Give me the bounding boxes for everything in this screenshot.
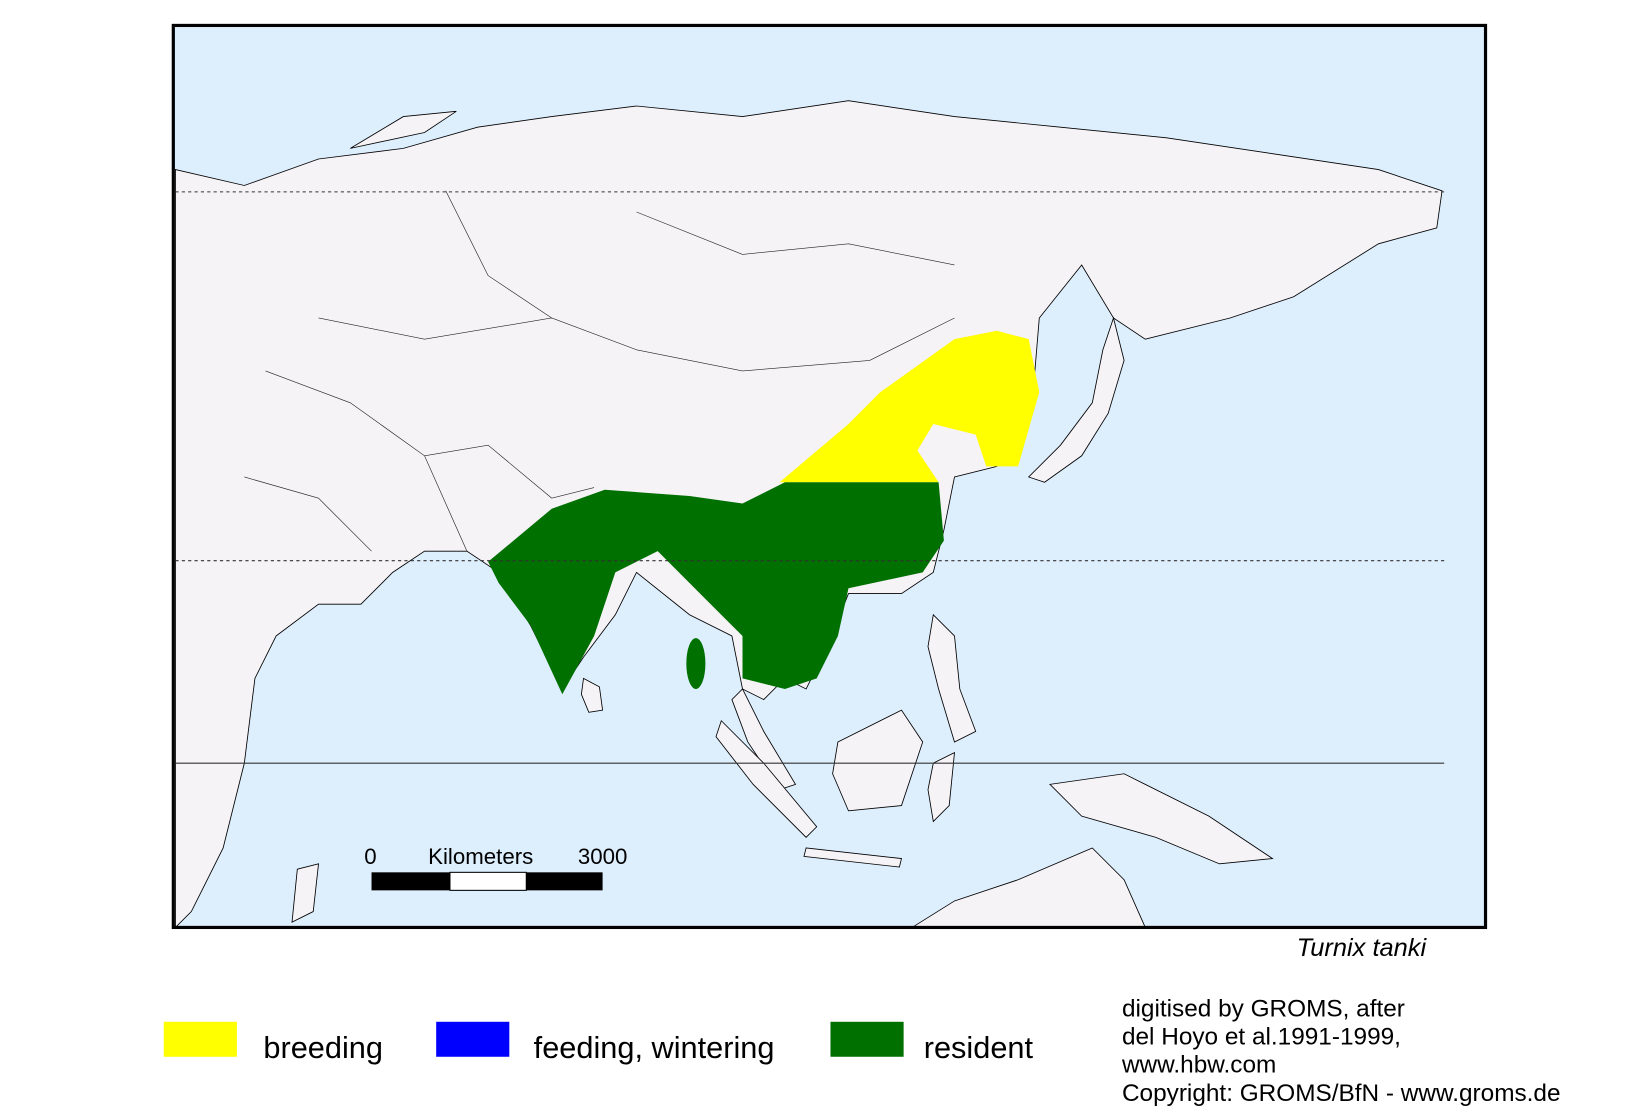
scale-segment [526, 872, 603, 891]
map-frame [171, 23, 1488, 930]
credit-line: del Hoyo et al.1991-1999, [1122, 1024, 1401, 1051]
credit-line: digitised by GROMS, after [1122, 995, 1405, 1022]
breeding-range [779, 330, 1040, 483]
philippines [927, 613, 977, 743]
madagascar [291, 863, 320, 923]
scale-start: 0 [364, 844, 376, 869]
arctic-islands [350, 110, 457, 149]
scale-segment [449, 871, 527, 891]
ranges [488, 330, 1040, 695]
legend-swatch [163, 1021, 237, 1057]
legend-swatch [436, 1021, 510, 1057]
borneo [832, 709, 924, 812]
legend-label: breeding [263, 1030, 383, 1065]
legend-label: feeding, wintering [534, 1030, 775, 1065]
sri-lanka [580, 677, 604, 713]
japan [1027, 316, 1125, 483]
resident-range [488, 482, 944, 695]
borders [244, 190, 955, 552]
new-guinea [1048, 773, 1274, 865]
java [803, 847, 903, 868]
scale-bar: 0 Kilometers 3000 [364, 844, 628, 891]
legend-label: resident [924, 1030, 1034, 1065]
scale-segment [371, 872, 450, 891]
scale-unit: Kilometers [428, 844, 533, 869]
credit-line: www.hbw.com [1121, 1052, 1276, 1079]
scale-end: 3000 [578, 844, 628, 869]
legend: breeding feeding, wintering resident [163, 1021, 1034, 1065]
resident-range-islands [686, 638, 706, 689]
sulawesi [927, 751, 955, 823]
species-title: Turnix tanki [1297, 934, 1428, 962]
credit-line: Copyright: GROMS/BfN - www.groms.de [1122, 1080, 1561, 1107]
legend-swatch [830, 1021, 904, 1057]
